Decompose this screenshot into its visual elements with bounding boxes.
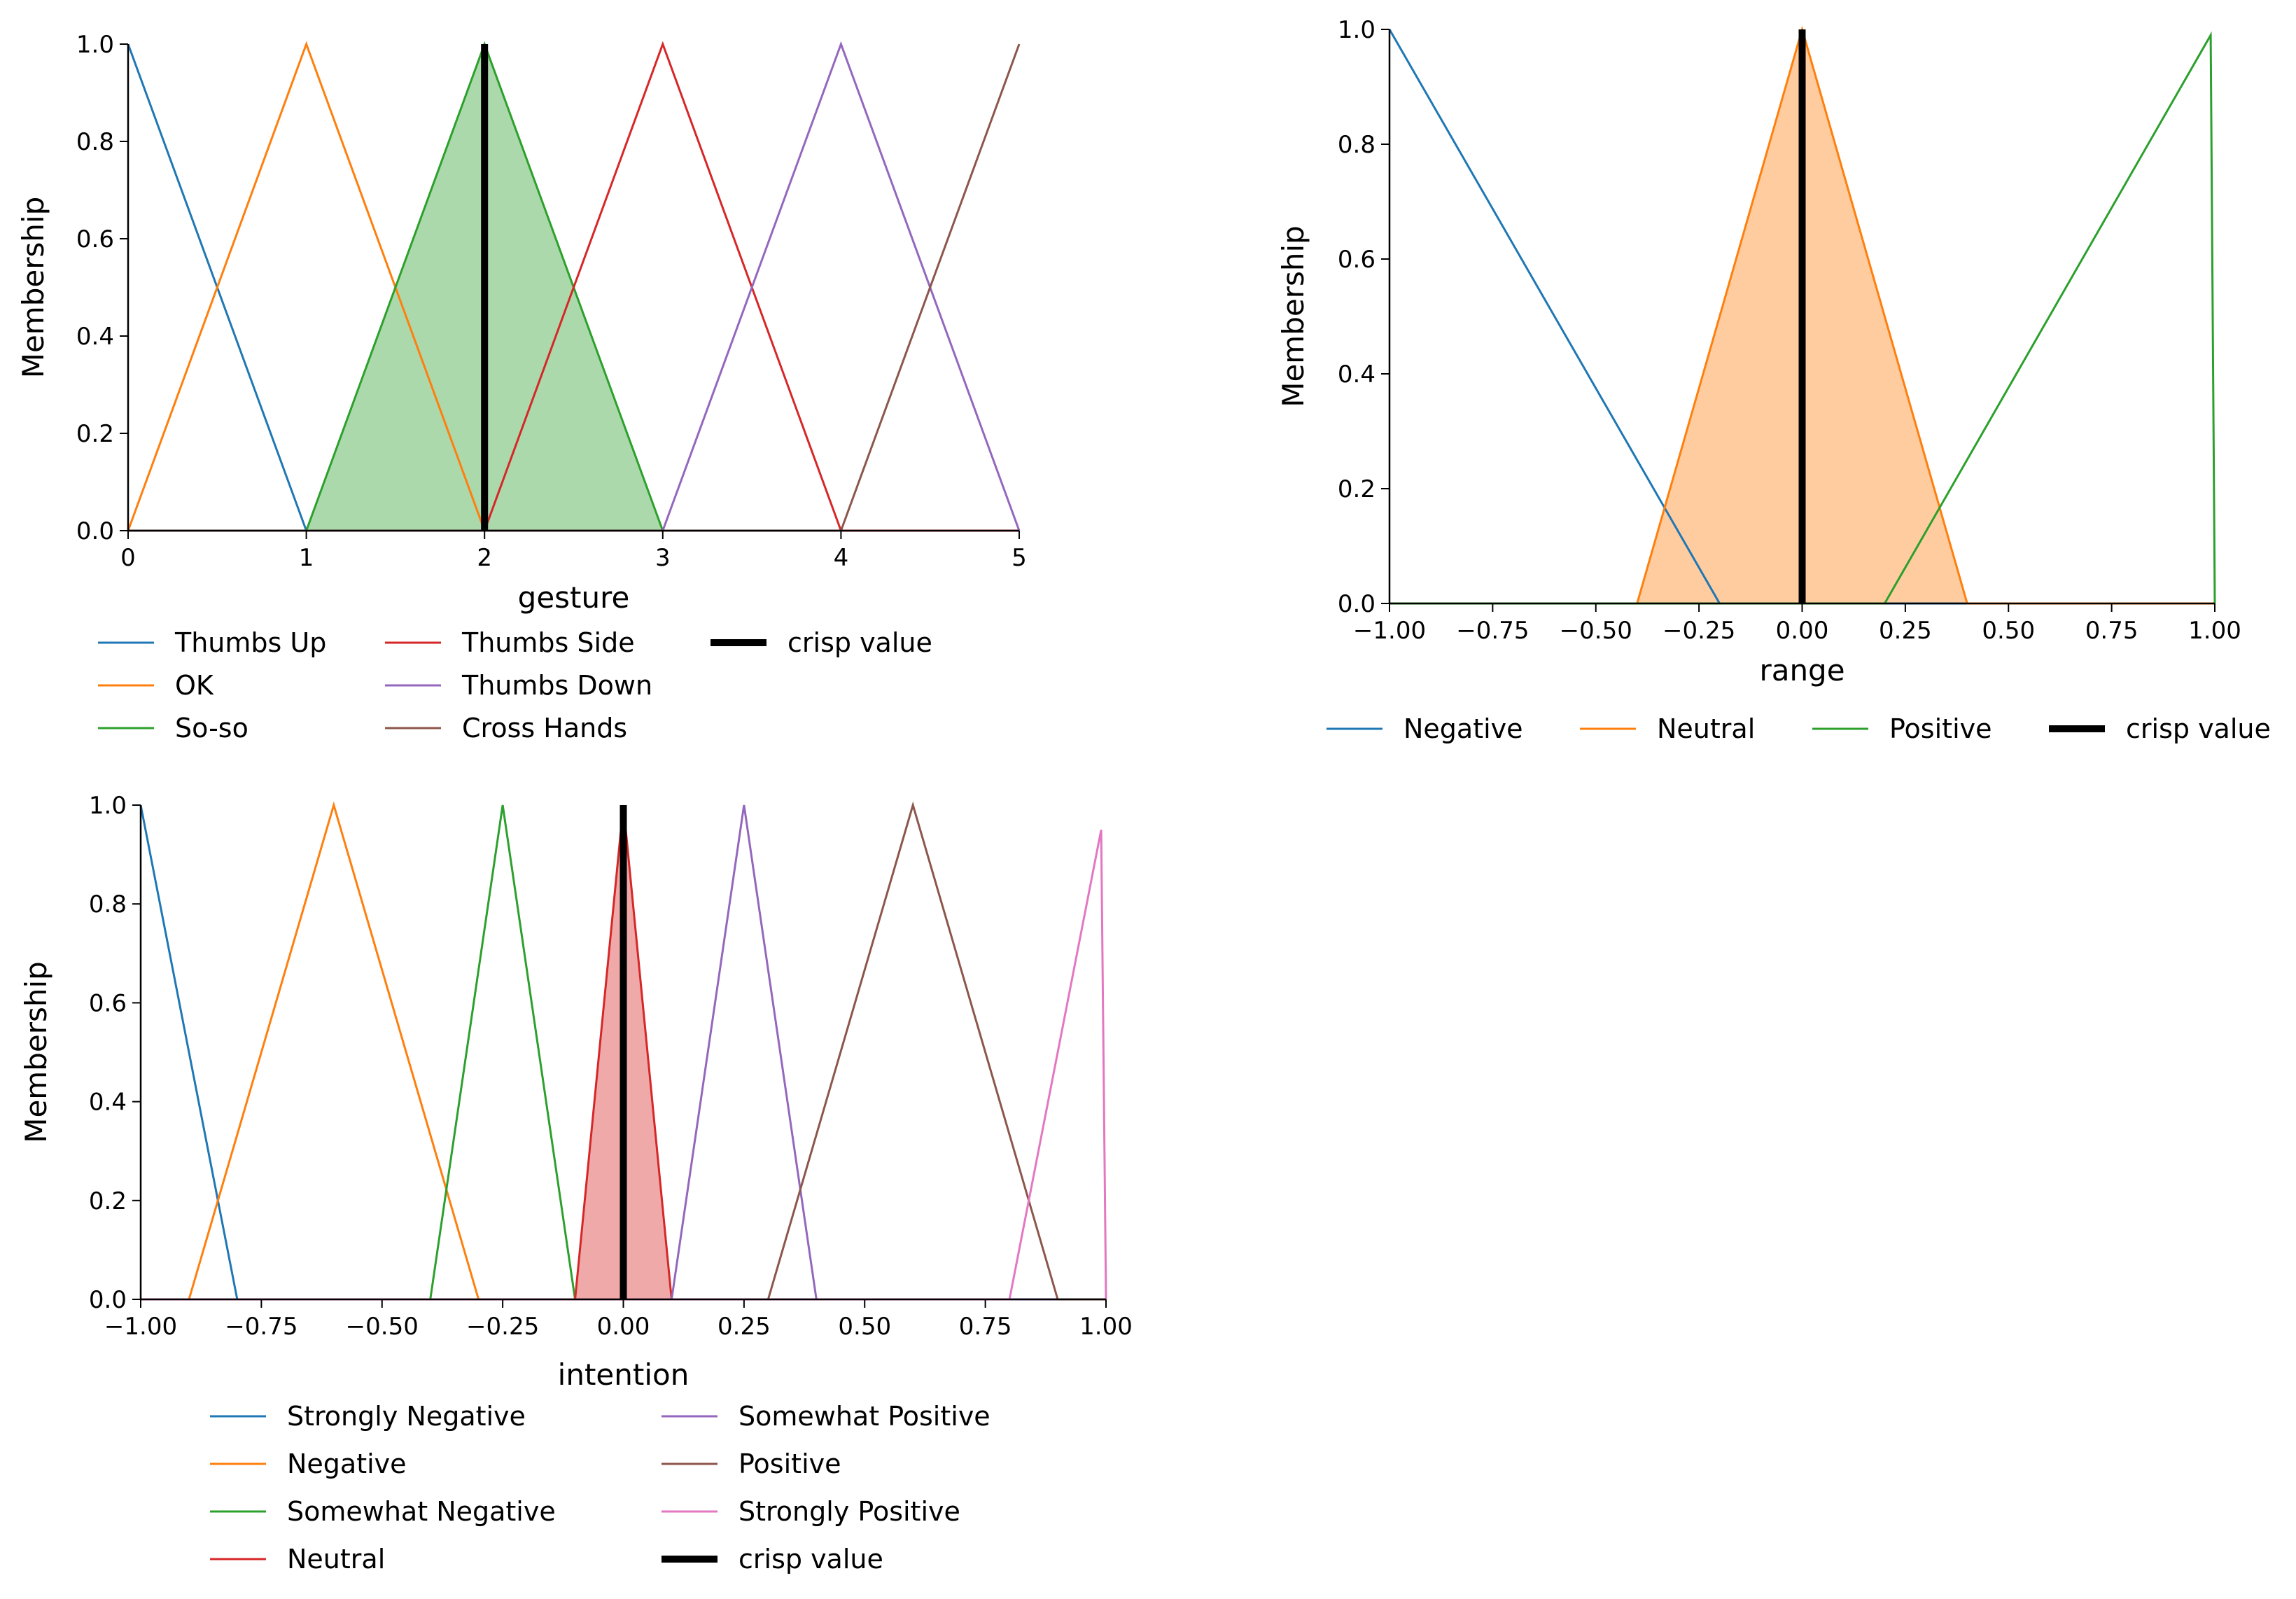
legend-item-crisp-value: crisp value — [2049, 713, 2271, 744]
y-axis-label: Membership — [16, 197, 50, 379]
y-axis-label: Membership — [19, 961, 53, 1143]
legend-label: Negative — [287, 1448, 407, 1479]
legend-label: Strongly Negative — [287, 1401, 526, 1432]
legend-label: OK — [175, 670, 214, 701]
legend-label: Neutral — [1657, 713, 1755, 744]
y-tick-label: 0.8 — [76, 128, 114, 156]
legend-item-crisp-value: crisp value — [662, 1544, 883, 1574]
legend-label: Cross Hands — [462, 713, 627, 743]
x-tick-label: −1.00 — [104, 1313, 177, 1341]
y-tick-label: 0.6 — [89, 989, 127, 1017]
legend-label: Positive — [1889, 713, 1992, 744]
y-tick-label: 0.8 — [89, 891, 127, 919]
y-tick-label: 1.0 — [89, 792, 127, 820]
legend-label: Thumbs Side — [461, 627, 635, 658]
legend-item-thumbs-side: Thumbs Side — [385, 627, 635, 658]
legend-label: Thumbs Up — [174, 627, 326, 658]
x-axis-label: range — [1759, 653, 1844, 687]
x-tick-label: −0.25 — [1662, 617, 1735, 645]
legend-item-strongly-negative: Strongly Negative — [210, 1401, 526, 1432]
legend-item-somewhat-positive: Somewhat Positive — [662, 1401, 990, 1432]
y-axis-label: Membership — [1276, 225, 1310, 407]
x-tick-label: 0.75 — [959, 1313, 1012, 1341]
legend-item-negative: Negative — [210, 1448, 407, 1479]
x-tick-label: 0.00 — [1776, 617, 1829, 645]
y-tick-label: 0.4 — [76, 323, 114, 351]
x-tick-label: 0.75 — [2085, 617, 2138, 645]
y-tick-label: 1.0 — [76, 31, 114, 59]
x-axis-label: intention — [558, 1357, 690, 1392]
x-tick-label: 2 — [477, 544, 492, 572]
y-tick-label: 0.2 — [89, 1187, 127, 1215]
legend-item-thumbs-up: Thumbs Up — [98, 627, 326, 658]
y-tick-label: 0.4 — [89, 1089, 127, 1117]
legend-item-strongly-positive: Strongly Positive — [662, 1496, 960, 1527]
x-tick-label: −0.50 — [1560, 617, 1632, 645]
x-tick-label: −0.75 — [1456, 617, 1529, 645]
legend-label: Neutral — [287, 1544, 385, 1574]
x-tick-label: 0.25 — [1879, 617, 1932, 645]
legend-item-crisp-value: crisp value — [710, 627, 932, 658]
x-tick-label: −0.75 — [225, 1313, 298, 1341]
legend-item-thumbs-down: Thumbs Down — [385, 670, 652, 701]
x-tick-label: 0.50 — [838, 1313, 891, 1341]
x-tick-label: −0.25 — [466, 1313, 539, 1341]
y-tick-label: 0.8 — [1338, 131, 1376, 159]
y-tick-label: 0.0 — [76, 517, 114, 545]
x-tick-label: 1.00 — [1079, 1313, 1133, 1341]
y-tick-label: 0.6 — [1338, 246, 1376, 274]
legend-label: crisp value — [738, 1544, 883, 1574]
legend-label: Positive — [738, 1448, 841, 1479]
y-tick-label: 0.2 — [76, 420, 114, 448]
x-tick-label: −0.50 — [346, 1313, 419, 1341]
legend-item-neutral: Neutral — [210, 1544, 385, 1574]
y-tick-label: 1.0 — [1338, 16, 1376, 44]
legend-item-so-so: So-so — [98, 713, 248, 743]
legend: Strongly Negative Negative Somewhat Negati… — [210, 1401, 990, 1574]
legend-label: Somewhat Positive — [738, 1401, 990, 1432]
legend-label: crisp value — [2126, 713, 2271, 744]
x-tick-label: −1.00 — [1353, 617, 1426, 645]
legend-label: So-so — [175, 713, 248, 743]
y-tick-label: 0.4 — [1338, 361, 1376, 389]
x-tick-label: 5 — [1011, 544, 1027, 572]
legend-item-somewhat-negative: Somewhat Negative — [210, 1496, 556, 1527]
x-tick-label: 3 — [655, 544, 671, 572]
legend-label: Strongly Positive — [738, 1496, 960, 1527]
legend-label: crisp value — [788, 627, 932, 658]
x-tick-label: 0.50 — [1982, 617, 2035, 645]
legend-label: Negative — [1404, 713, 1523, 744]
x-tick-label: 1 — [299, 544, 314, 572]
x-tick-label: 0.25 — [718, 1313, 771, 1341]
x-tick-label: 4 — [834, 544, 849, 572]
legend-item-positive: Positive — [1812, 713, 1992, 744]
y-tick-label: 0.2 — [1338, 475, 1376, 503]
legend: Negative Neutral Positive crisp value — [1326, 713, 2271, 744]
legend-item-neutral: Neutral — [1580, 713, 1755, 744]
chart-gesture: 0 1 2 3 4 5 0.0 0.2 0.4 0.6 0.8 1.0 gesture Membershi… — [16, 31, 1027, 743]
y-tick-label: 0.0 — [1338, 590, 1376, 618]
x-axis-label: gesture — [518, 580, 630, 615]
legend-item-ok: OK — [98, 670, 214, 701]
legend-label: Somewhat Negative — [287, 1496, 556, 1527]
x-tick-label: 1.00 — [2188, 617, 2241, 645]
x-tick-label: 0 — [120, 544, 136, 572]
x-tick-label: 0.00 — [597, 1313, 650, 1341]
y-tick-label: 0.6 — [76, 225, 114, 253]
legend-item-cross-hands: Cross Hands — [385, 713, 627, 743]
legend-item-negative: Negative — [1326, 713, 1523, 744]
chart-intention: −1.00 −0.75 −0.50 −0.25 0.00 0.25 0.50 0.75 1.00… — [19, 792, 1133, 1574]
y-tick-label: 0.0 — [89, 1286, 127, 1314]
legend-item-positive: Positive — [662, 1448, 841, 1479]
legend: Thumbs Up OK So-so Thumbs Side Thumbs Down Cr… — [98, 627, 932, 743]
legend-label: Thumbs Down — [461, 670, 652, 701]
chart-range: −1.00 −0.75 −0.50 −0.25 0.00 0.25 0.50 0.75 1.00… — [1276, 16, 2271, 744]
